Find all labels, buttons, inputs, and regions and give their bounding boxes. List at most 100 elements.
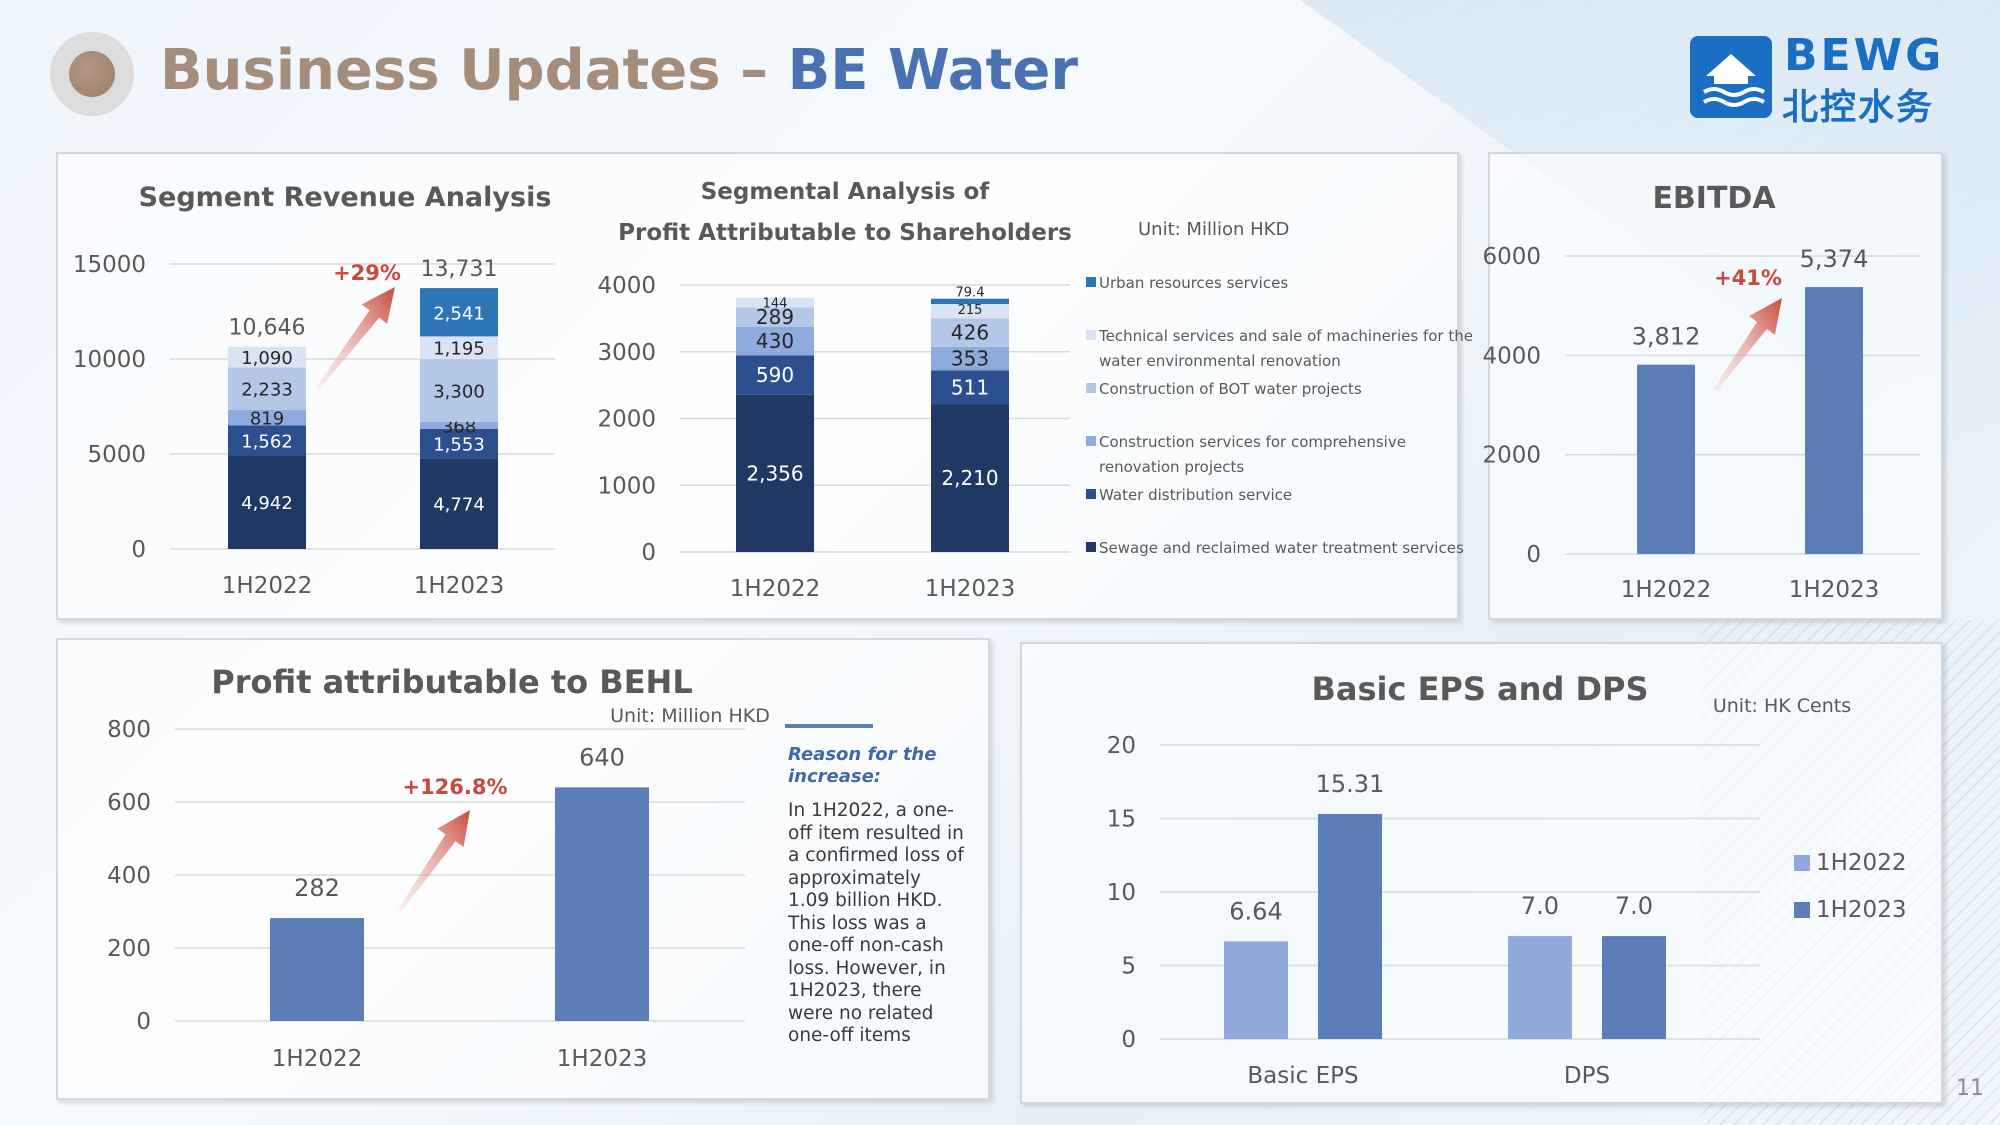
bar-segment (931, 318, 1009, 347)
bar-segment (736, 394, 814, 552)
unit-label: Unit: Million HKD (610, 705, 770, 727)
y-tick-label: 0 (641, 540, 656, 566)
y-tick-label: 4000 (597, 273, 656, 299)
data-label: 1,553 (433, 435, 485, 456)
legend-swatch (1086, 383, 1096, 393)
y-tick-label: 200 (107, 936, 151, 962)
chart-title: Basic EPS and DPS (1311, 670, 1648, 708)
unit-label: Unit: HK Cents (1713, 695, 1851, 717)
bar (555, 787, 649, 1021)
bar-segment (931, 370, 1009, 405)
data-label: 3,812 (1632, 323, 1701, 351)
growth-arrow (1713, 298, 1782, 392)
y-tick-label: 5000 (87, 442, 146, 468)
bar-segment (420, 336, 498, 360)
chart-title: EBITDA (1652, 181, 1776, 216)
data-label: 2,356 (746, 461, 803, 485)
legend-swatch (1086, 542, 1096, 552)
title-bullet-inner (69, 51, 115, 97)
reason-line: approximately (788, 867, 921, 889)
reason-line: one-off non-cash (788, 935, 944, 956)
unit-label: Unit: Million HKD (1138, 219, 1289, 240)
growth-arrow (316, 287, 395, 390)
data-label: 426 (951, 321, 989, 345)
data-label: 640 (579, 743, 625, 771)
y-tick-label: 2000 (597, 407, 656, 433)
y-tick-label: 20 (1107, 733, 1136, 759)
bar-segment (228, 346, 306, 368)
y-tick-label: 4000 (1482, 343, 1541, 369)
reason-line: one-off items (788, 1025, 911, 1046)
x-tick-label: 1H2023 (1789, 577, 1879, 603)
bar (270, 918, 364, 1021)
chart-title: Profit attributable to BEHL (211, 663, 692, 701)
reason-heading: Reason for the increase: (788, 744, 937, 787)
x-tick-label: 1H2022 (730, 576, 820, 602)
bar-segment (931, 298, 1009, 305)
y-tick-label: 0 (136, 1009, 151, 1035)
y-tick-label: 3000 (597, 340, 656, 366)
bar (1318, 813, 1382, 1039)
panel-profit-behl (56, 638, 990, 1100)
legend-swatch (1086, 277, 1096, 287)
title-part1: Business Updates – (160, 38, 788, 103)
data-label: 1,195 (433, 339, 485, 360)
y-tick-label: 15 (1107, 807, 1136, 833)
bar-segment (420, 359, 498, 422)
x-tick-label: 1H2023 (925, 576, 1015, 602)
bar-segment (736, 326, 814, 356)
bar (1508, 936, 1572, 1039)
bar-segment (420, 421, 498, 429)
legend-swatch (1086, 436, 1096, 446)
reason-line: 1H2023, there (788, 980, 922, 1001)
y-tick-label: 6000 (1482, 244, 1541, 270)
y-tick-label: 2000 (1482, 443, 1541, 469)
bar-segment (931, 346, 1009, 371)
data-label: 2,233 (241, 380, 293, 401)
y-tick-label: 10000 (73, 347, 146, 373)
data-label: 79.4 (956, 286, 985, 301)
legend-label: 1H2022 (1816, 850, 1906, 876)
legend-label: Construction services for comprehensive (1099, 433, 1406, 451)
legend-label: Sewage and reclaimed water treatment ser… (1099, 539, 1464, 557)
reason-line: loss. However, in (788, 957, 946, 979)
total-label: 13,731 (421, 257, 498, 282)
data-label: 430 (756, 329, 794, 353)
bar (1637, 364, 1695, 554)
growth-arrow (398, 810, 470, 912)
data-label: 2,210 (941, 466, 998, 490)
bar-segment (736, 307, 814, 327)
bar-segment (420, 428, 498, 459)
y-tick-label: 0 (131, 537, 146, 563)
data-label: 1,090 (241, 348, 293, 369)
data-label: 4,942 (241, 493, 293, 514)
logo-text-cn: 北控水务 (1782, 87, 1935, 128)
chart-title: Segmental Analysis of (701, 179, 991, 205)
data-label: 6.64 (1229, 897, 1282, 925)
reason-line: were no related (788, 1002, 934, 1024)
logo-text-en: BEWG (1784, 30, 1945, 81)
x-tick-label: 1H2022 (1621, 577, 1711, 603)
reason-line: 1.09 billion HKD. (788, 890, 943, 911)
x-tick-label: 1H2023 (414, 573, 504, 599)
reason-line: This loss was a (788, 912, 927, 934)
y-tick-label: 800 (107, 717, 151, 743)
data-label: 819 (250, 409, 284, 430)
data-label: 1,562 (241, 431, 293, 452)
data-label: 3,300 (433, 381, 485, 402)
y-tick-label: 1000 (597, 473, 656, 499)
data-label: 4,774 (433, 495, 485, 516)
bar (1602, 936, 1666, 1039)
data-label: 282 (294, 874, 340, 902)
y-tick-label: 0 (1526, 542, 1541, 568)
legend-swatch (1794, 855, 1810, 871)
bar-segment (420, 458, 498, 549)
bar-segment (736, 355, 814, 395)
title-part2: BE Water (787, 38, 1078, 103)
data-label: 353 (951, 347, 989, 371)
data-label: 511 (951, 375, 989, 399)
data-label: 289 (756, 305, 794, 329)
y-tick-label: 15000 (73, 252, 146, 278)
chart-title: Segment Revenue Analysis (139, 182, 552, 213)
y-tick-label: 5 (1121, 954, 1136, 980)
